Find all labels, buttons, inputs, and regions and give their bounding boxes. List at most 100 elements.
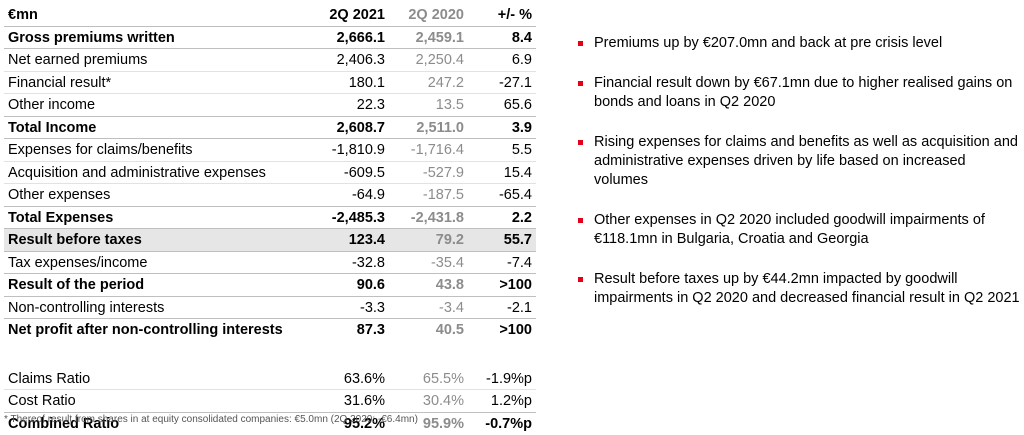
commentary-text: Financial result down by €67.1mn due to …	[594, 75, 1013, 110]
income-statement-table: €mn 2Q 2021 2Q 2020 +/- % Gross premiums…	[4, 4, 536, 435]
value-change: -1.9%p	[486, 370, 532, 387]
value-change: 5.5	[511, 142, 532, 158]
value-2q2020: -2,431.8	[410, 209, 464, 226]
value-2q2021: 180.1	[348, 74, 385, 91]
row-label: Total Expenses	[8, 209, 114, 226]
table-header: €mn 2Q 2021 2Q 2020 +/- %	[4, 4, 536, 27]
value-change: -27.1	[498, 74, 532, 91]
commentary-item: Rising expenses for claims and benefits …	[578, 133, 1022, 190]
bullet-square-icon	[578, 81, 583, 86]
row-label: Net profit after non-controlling interes…	[8, 322, 283, 338]
value-2q2021: 63.6%	[343, 370, 385, 387]
table-row: Acquisition and administrative expenses -…	[4, 162, 536, 184]
value-2q2020: 2,511.0	[416, 119, 464, 136]
value-2q2020: -35.4	[430, 254, 464, 271]
table-row: Gross premiums written 2,666.1 2,459.1 8.4	[4, 27, 536, 49]
row-label: Expenses for claims/benefits	[8, 142, 193, 158]
table-body: Gross premiums written 2,666.1 2,459.1 8.4 N…	[4, 27, 536, 342]
value-change: 2.2	[511, 209, 532, 226]
row-label: Result before taxes	[8, 232, 142, 248]
value-change: 55.7	[503, 232, 532, 248]
bullet-square-icon	[578, 41, 583, 46]
commentary-item: Result before taxes up by €44.2mn impact…	[578, 270, 1022, 308]
row-label: Cost Ratio	[8, 393, 76, 409]
bullet-square-icon	[578, 277, 583, 282]
value-2q2021: -1,810.9	[331, 142, 385, 158]
commentary-item: Other expenses in Q2 2020 included goodw…	[578, 211, 1022, 249]
header-unit: €mn	[8, 7, 38, 23]
row-label: Gross premiums written	[8, 29, 175, 46]
value-change: 15.4	[503, 164, 532, 181]
row-label: Financial result*	[8, 74, 112, 91]
value-change: >100	[499, 322, 532, 338]
value-change: -2.1	[507, 299, 532, 316]
commentary-list: Premiums up by €207.0mn and back at pre …	[578, 34, 1022, 329]
value-2q2020: 79.2	[435, 232, 464, 248]
value-2q2021: -32.8	[351, 254, 385, 271]
row-label: Acquisition and administrative expenses	[8, 164, 266, 181]
commentary-text: Rising expenses for claims and benefits …	[594, 134, 1018, 188]
table-row: Result before taxes 123.4 79.2 55.7	[4, 229, 536, 252]
value-2q2020: -3.4	[439, 299, 464, 316]
table-row: Net earned premiums 2,406.3 2,250.4 6.9	[4, 49, 536, 72]
header-col-change: +/- %	[497, 7, 532, 23]
value-2q2021: 90.6	[356, 277, 385, 293]
value-2q2021: -64.9	[351, 187, 385, 203]
row-label: Result of the period	[8, 277, 145, 293]
row-label: Net earned premiums	[8, 52, 148, 68]
table-row: Financial result* 180.1 247.2 -27.1	[4, 72, 536, 94]
commentary-text: Premiums up by €207.0mn and back at pre …	[594, 35, 943, 51]
value-change: -7.4	[507, 254, 532, 271]
header-col-2q2021: 2Q 2021	[329, 7, 385, 23]
value-2q2020: 30.4%	[422, 393, 464, 409]
table-row: Net profit after non-controlling interes…	[4, 319, 536, 342]
row-label: Total Income	[8, 119, 97, 136]
value-change: 1.2%p	[490, 393, 532, 409]
table-row: Result of the period 90.6 43.8 >100	[4, 274, 536, 297]
value-2q2020: -527.9	[422, 164, 464, 181]
header-col-2q2020: 2Q 2020	[408, 7, 464, 23]
commentary-item: Financial result down by €67.1mn due to …	[578, 74, 1022, 112]
value-2q2020: 13.5	[435, 97, 464, 113]
value-change: -0.7%p	[485, 415, 532, 432]
ratios-table: Claims Ratio 63.6% 65.5% -1.9%p Cost Ratio 31…	[4, 368, 536, 435]
value-2q2021: 87.3	[356, 322, 385, 338]
table-row: Tax expenses/income -32.8 -35.4 -7.4	[4, 252, 536, 274]
table-row: Other income 22.3 13.5 65.6	[4, 94, 536, 117]
value-2q2020: 2,459.1	[415, 29, 464, 46]
value-change: 6.9	[511, 52, 532, 68]
row-label: Other expenses	[8, 187, 111, 203]
table-row: Claims Ratio 63.6% 65.5% -1.9%p	[4, 368, 536, 390]
table-row: Non-controlling interests -3.3 -3.4 -2.1	[4, 297, 536, 319]
commentary-text: Result before taxes up by €44.2mn impact…	[594, 271, 1020, 306]
commentary-item: Premiums up by €207.0mn and back at pre …	[578, 34, 1022, 53]
table-row: Cost Ratio 31.6% 30.4% 1.2%p	[4, 390, 536, 413]
value-change: 65.6	[503, 97, 532, 113]
row-label: Tax expenses/income	[8, 254, 148, 271]
value-2q2021: -3.3	[360, 299, 385, 316]
value-change: -65.4	[498, 187, 532, 203]
value-2q2020: 43.8	[435, 277, 464, 293]
value-2q2020: -1,716.4	[410, 142, 464, 158]
value-2q2020: 247.2	[427, 74, 464, 91]
commentary-text: Other expenses in Q2 2020 included goodw…	[594, 212, 985, 247]
bullet-square-icon	[578, 218, 583, 223]
value-2q2021: 31.6%	[343, 393, 385, 409]
table-row: Combined Ratio 95.2% 95.9% -0.7%p	[4, 413, 536, 435]
value-2q2020: 40.5	[435, 322, 464, 338]
table-row: Total Income 2,608.7 2,511.0 3.9	[4, 117, 536, 139]
value-2q2020: -187.5	[422, 187, 464, 203]
row-label: Non-controlling interests	[8, 299, 165, 316]
table-gap	[4, 342, 536, 368]
value-2q2020: 2,250.4	[415, 52, 464, 68]
row-label: Combined Ratio	[8, 415, 120, 432]
value-2q2021: -609.5	[343, 164, 385, 181]
table-row: Total Expenses -2,485.3 -2,431.8 2.2	[4, 207, 536, 229]
value-2q2021: 22.3	[356, 97, 385, 113]
row-label: Claims Ratio	[8, 370, 91, 387]
bullet-square-icon	[578, 140, 583, 145]
value-2q2020: 65.5%	[422, 370, 464, 387]
table-row: Expenses for claims/benefits -1,810.9 -1,7…	[4, 139, 536, 162]
footnote: * Thereof result from shares in at equit…	[4, 414, 418, 425]
value-2q2021: 2,406.3	[336, 52, 385, 68]
